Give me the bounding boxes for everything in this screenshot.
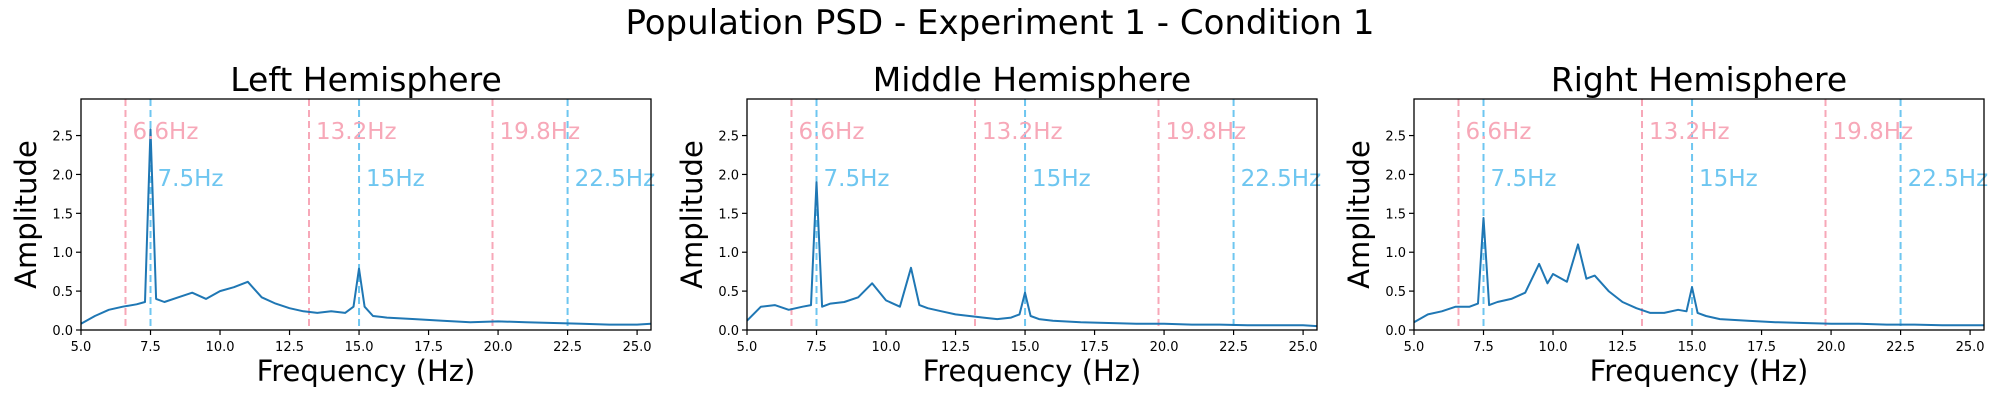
y-tick-label: 2.0 (718, 168, 739, 183)
chart-panel: Middle Hemisphere 6.6Hz 13.2Hz 19.8Hz 7.5Hz 1… (675, 60, 1321, 388)
x-tick-label: 12.5 (1608, 340, 1637, 355)
frequency-marker-label: 6.6Hz (132, 119, 198, 145)
x-axis-label: Frequency (Hz) (923, 354, 1142, 388)
frequency-marker-label: 6.6Hz (798, 119, 864, 145)
chart-title: Middle Hemisphere (873, 60, 1191, 99)
x-tick-label: 7.5 (1473, 340, 1494, 355)
x-tick-label: 12.5 (275, 340, 304, 355)
frequency-marker-label: 13.2Hz (316, 119, 397, 145)
x-tick-label: 17.5 (1747, 340, 1776, 355)
frequency-marker-label: 19.8Hz (1833, 119, 1914, 145)
panels: Left Hemisphere 6.6Hz 13.2Hz 19.8Hz 7.5Hz 15H… (9, 60, 1988, 388)
chart-panel: Right Hemisphere 6.6Hz 13.2Hz 19.8Hz 7.5Hz 15… (1342, 60, 1988, 388)
y-tick-label: 2.5 (52, 130, 73, 145)
y-axis-label: Amplitude (9, 140, 43, 289)
y-tick-label: 1.0 (52, 246, 73, 261)
x-tick-label: 5.0 (1404, 340, 1425, 355)
axes-frame (1413, 98, 1985, 331)
frequency-marker-label: 22.5Hz (1908, 166, 1989, 192)
x-tick-label: 25.0 (1289, 340, 1318, 355)
frequency-marker-label: 6.6Hz (1465, 119, 1531, 145)
y-tick-label: 0.5 (1385, 285, 1406, 300)
x-tick-label: 20.0 (484, 340, 513, 355)
x-tick-label: 7.5 (140, 340, 161, 355)
y-tick-label: 1.0 (718, 246, 739, 261)
chart-title: Right Hemisphere (1551, 60, 1847, 99)
x-tick-label: 22.5 (1219, 340, 1248, 355)
frequency-marker-label: 7.5Hz (158, 166, 224, 192)
x-tick-label: 15.0 (345, 340, 374, 355)
y-tick-label: 0.5 (52, 285, 73, 300)
x-axis-label: Frequency (Hz) (257, 354, 476, 388)
y-tick-label: 1.5 (1385, 207, 1406, 222)
psd-line (1413, 217, 1984, 327)
figure-title: Population PSD - Experiment 1 - Conditio… (625, 3, 1374, 43)
x-tick-label: 10.0 (1539, 340, 1568, 355)
x-tick-label: 20.0 (1150, 340, 1179, 355)
x-tick-label: 5.0 (737, 340, 758, 355)
frequency-marker-label: 19.8Hz (500, 119, 581, 145)
x-tick-label: 10.0 (206, 340, 235, 355)
chart-title: Left Hemisphere (230, 60, 502, 99)
x-tick-label: 22.5 (553, 340, 582, 355)
frequency-marker-label: 22.5Hz (1241, 166, 1322, 192)
frequency-marker-label: 22.5Hz (575, 166, 656, 192)
frequency-marker-label: 13.2Hz (1649, 119, 1730, 145)
psd-line (80, 128, 652, 326)
chart-panel: Left Hemisphere 6.6Hz 13.2Hz 19.8Hz 7.5Hz 15H… (9, 60, 655, 388)
y-tick-label: 0.5 (718, 285, 739, 300)
axes-frame (746, 98, 1318, 331)
y-axis-label: Amplitude (1342, 140, 1376, 289)
y-tick-label: 0.0 (1385, 324, 1406, 339)
x-tick-label: 25.0 (1956, 340, 1985, 355)
x-axis-label: Frequency (Hz) (1590, 354, 1809, 388)
x-tick-label: 17.5 (414, 340, 443, 355)
x-tick-label: 12.5 (941, 340, 970, 355)
x-tick-label: 15.0 (1011, 340, 1040, 355)
y-tick-label: 0.0 (718, 324, 739, 339)
axes-frame (80, 98, 652, 331)
y-axis-label: Amplitude (675, 140, 709, 289)
x-tick-label: 22.5 (1886, 340, 1915, 355)
y-tick-label: 2.5 (1385, 130, 1406, 145)
psd-line (746, 181, 1318, 328)
x-tick-label: 5.0 (71, 340, 92, 355)
y-tick-label: 2.5 (718, 130, 739, 145)
x-tick-label: 7.5 (806, 340, 827, 355)
x-tick-label: 20.0 (1817, 340, 1846, 355)
frequency-marker-label: 7.5Hz (1491, 166, 1557, 192)
y-tick-label: 1.5 (718, 207, 739, 222)
frequency-marker-label: 15Hz (1699, 166, 1758, 192)
y-tick-label: 0.0 (52, 324, 73, 339)
x-tick-label: 25.0 (623, 340, 652, 355)
y-tick-label: 1.5 (52, 207, 73, 222)
frequency-marker-label: 13.2Hz (982, 119, 1063, 145)
x-tick-label: 10.0 (872, 340, 901, 355)
x-tick-label: 15.0 (1678, 340, 1707, 355)
frequency-marker-label: 15Hz (366, 166, 425, 192)
frequency-marker-label: 19.8Hz (1166, 119, 1247, 145)
x-tick-label: 17.5 (1080, 340, 1109, 355)
y-tick-label: 2.0 (52, 168, 73, 183)
y-tick-label: 1.0 (1385, 246, 1406, 261)
frequency-marker-label: 7.5Hz (824, 166, 890, 192)
frequency-marker-label: 15Hz (1032, 166, 1091, 192)
y-tick-label: 2.0 (1385, 168, 1406, 183)
